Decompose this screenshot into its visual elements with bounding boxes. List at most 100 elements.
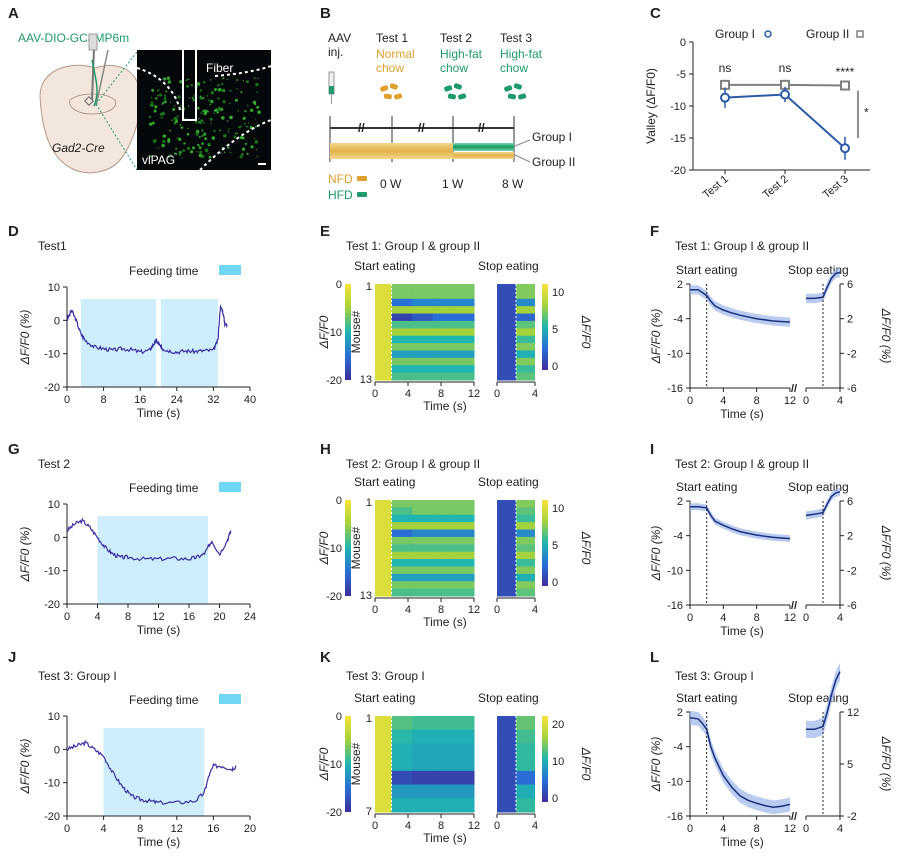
heatmap-cell — [412, 291, 434, 300]
fluorescence-dot — [188, 97, 191, 99]
heatmap-cell — [516, 320, 535, 329]
fluorescence-dot — [250, 108, 254, 113]
fluorescence-dot — [157, 90, 159, 92]
x-tick-label: 12 — [784, 612, 796, 624]
fluorescence-dot — [177, 95, 181, 99]
heatmap-cell — [391, 284, 413, 292]
legend-group1-label: Group I — [715, 27, 755, 41]
heatmap-cell — [375, 291, 392, 300]
y-tick-label: 0 — [54, 315, 60, 327]
chow-pellets-highfat-icon — [504, 83, 527, 100]
fluorescence-dot — [236, 132, 239, 135]
y-tick-label-right: 5 — [847, 759, 853, 771]
fluorescence-dot — [176, 137, 178, 140]
test1-label: Test 1 — [376, 31, 408, 45]
heatmap-cell — [432, 529, 454, 538]
x-tick-label: 4 — [405, 388, 411, 400]
trace-chart-d: Feeding time 10 0 -10 -20 0 8 16 24 32 40 Time (s) Δ… — [18, 264, 256, 420]
x-axis-label: Time (s) — [423, 615, 467, 629]
trace-chart-j: Feeding time 10 0 -10 -20 0 4 8 12 16 20 Time (s) ΔF… — [18, 693, 256, 849]
fluorescence-dot — [201, 129, 204, 132]
panel-letter-c: C — [650, 5, 661, 22]
panel-d: D Test1 Feeding time 10 0 -10 -20 0 8 16 24 32 40 T… — [8, 223, 256, 420]
heatmap-cell — [375, 798, 392, 813]
y-tick-label: -10 — [44, 566, 60, 578]
heatmap-cell — [412, 544, 434, 553]
x-tick-label: 24 — [171, 394, 183, 406]
fluorescence-dot — [216, 111, 219, 114]
y-tick-label: 2 — [677, 707, 683, 719]
fluorescence-dot — [202, 109, 205, 113]
panel-e-title: Test 1: Group I & group II — [346, 239, 480, 253]
x-tick-label: 8 — [754, 395, 760, 407]
heatmap-cell — [497, 559, 516, 567]
heatmap-cell — [453, 743, 475, 758]
fluorescence-dot — [148, 115, 152, 119]
heatmap-cell — [432, 500, 454, 508]
x-axis-label: Time (s) — [720, 835, 764, 849]
mouse-last-label: 7 — [366, 806, 372, 818]
fluorescence-dot — [217, 97, 220, 100]
fluorescence-dot — [155, 97, 158, 100]
panel-k-title: Test 3: Group I — [346, 669, 425, 683]
fluorescence-dot — [219, 129, 222, 132]
heatmap-cell — [432, 716, 454, 731]
heatmap-cell — [412, 357, 434, 366]
heatmap-chart-h: 0 -10 -20 ΔF/F0 Mouse# 1 13 Start eating Stop ea… — [317, 475, 593, 629]
colorbar-right — [542, 500, 548, 586]
heatmap-cell — [453, 320, 475, 329]
legend-group2-marker — [856, 30, 864, 38]
x-tick-label: 0 — [803, 612, 809, 624]
heatmap-cell — [412, 770, 434, 786]
heatmap-cell — [391, 365, 413, 374]
heatmap-cell — [516, 573, 535, 582]
heatmap-cell — [497, 573, 516, 582]
heatmap-cell — [432, 729, 454, 744]
fluorescence-dot — [229, 103, 231, 105]
y-axis-label: ΔF/F0 (%) — [649, 526, 663, 582]
heatmap-cell — [412, 372, 434, 381]
data-point-group2 — [840, 80, 850, 91]
heatmap-cell — [497, 544, 516, 553]
heatmap-cell — [453, 507, 475, 516]
panel-a: A AAV-DIO-GCaMP6m Gad2-Cre Fiber vlPAG — [8, 5, 272, 174]
fluorescence-dot — [207, 152, 209, 155]
heatmap-cell — [412, 343, 434, 351]
fluorescence-dot — [221, 82, 224, 86]
colorbar-tick-label: -10 — [326, 759, 342, 771]
x-tick-label: 4 — [837, 395, 843, 407]
heatmap-cell — [432, 350, 454, 359]
fluorescence-dot — [169, 101, 172, 103]
fluorescence-dot — [235, 78, 239, 82]
panel-letter-a: A — [8, 5, 19, 22]
fluorescence-dot — [178, 153, 182, 156]
y-axis-label: ΔF/F0 (%) — [18, 310, 32, 366]
y-tick-label-right: 6 — [847, 279, 853, 291]
fluorescence-dot — [185, 84, 189, 88]
fluorescence-dot — [218, 108, 222, 112]
y-axis-label-right: ΔF/F0 (%) — [879, 525, 893, 581]
x-tick-label: 12 — [784, 823, 796, 835]
hfd-bar — [453, 143, 514, 151]
heatmap-cell — [375, 784, 392, 799]
fluorescence-dot — [255, 82, 259, 87]
y-tick-label-right: -6 — [847, 600, 857, 612]
heatmap-cell — [391, 514, 413, 523]
fluorescence-dot — [190, 150, 194, 154]
heatmap-cell — [497, 500, 516, 508]
y-tick-label: -10 — [44, 349, 60, 361]
fluorescence-dot — [151, 88, 155, 92]
fluorescence-dot — [255, 148, 258, 151]
fluorescence-dot — [152, 139, 157, 143]
start-mean-line — [689, 717, 791, 809]
heatmap-cell — [516, 566, 535, 575]
fluorescence-dot — [210, 78, 212, 81]
fluorescence-trace — [67, 739, 237, 806]
heatmap-cell — [516, 514, 535, 523]
fluorescence-dot — [226, 78, 229, 80]
heatmap-cell — [453, 729, 475, 744]
group2-label: Group II — [532, 155, 575, 169]
heatmap-cell — [432, 343, 454, 351]
heatmap-cell — [432, 544, 454, 553]
heatmap-cell — [391, 588, 413, 597]
